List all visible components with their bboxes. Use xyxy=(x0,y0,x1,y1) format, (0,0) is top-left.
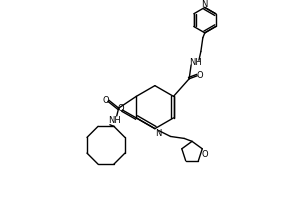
Text: O: O xyxy=(117,104,124,113)
Text: N: N xyxy=(202,0,208,9)
Text: O: O xyxy=(103,96,109,105)
Text: O: O xyxy=(196,71,203,80)
Text: N: N xyxy=(154,129,161,138)
Text: NH: NH xyxy=(190,58,202,67)
Text: O: O xyxy=(202,150,208,159)
Text: NH: NH xyxy=(108,116,121,125)
